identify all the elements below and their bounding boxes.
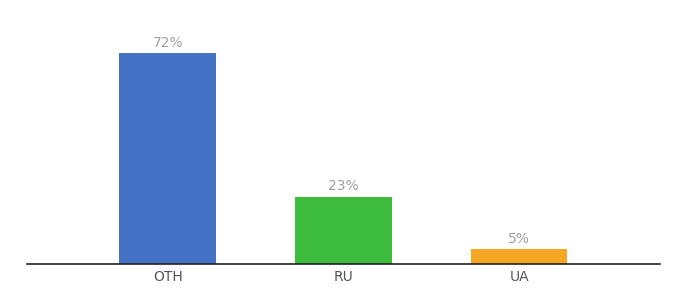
Text: 23%: 23% bbox=[328, 179, 359, 193]
Text: 72%: 72% bbox=[152, 36, 183, 50]
Bar bbox=[295, 197, 392, 264]
Bar bbox=[471, 249, 567, 264]
Text: 5%: 5% bbox=[508, 232, 530, 246]
Bar bbox=[120, 53, 216, 264]
